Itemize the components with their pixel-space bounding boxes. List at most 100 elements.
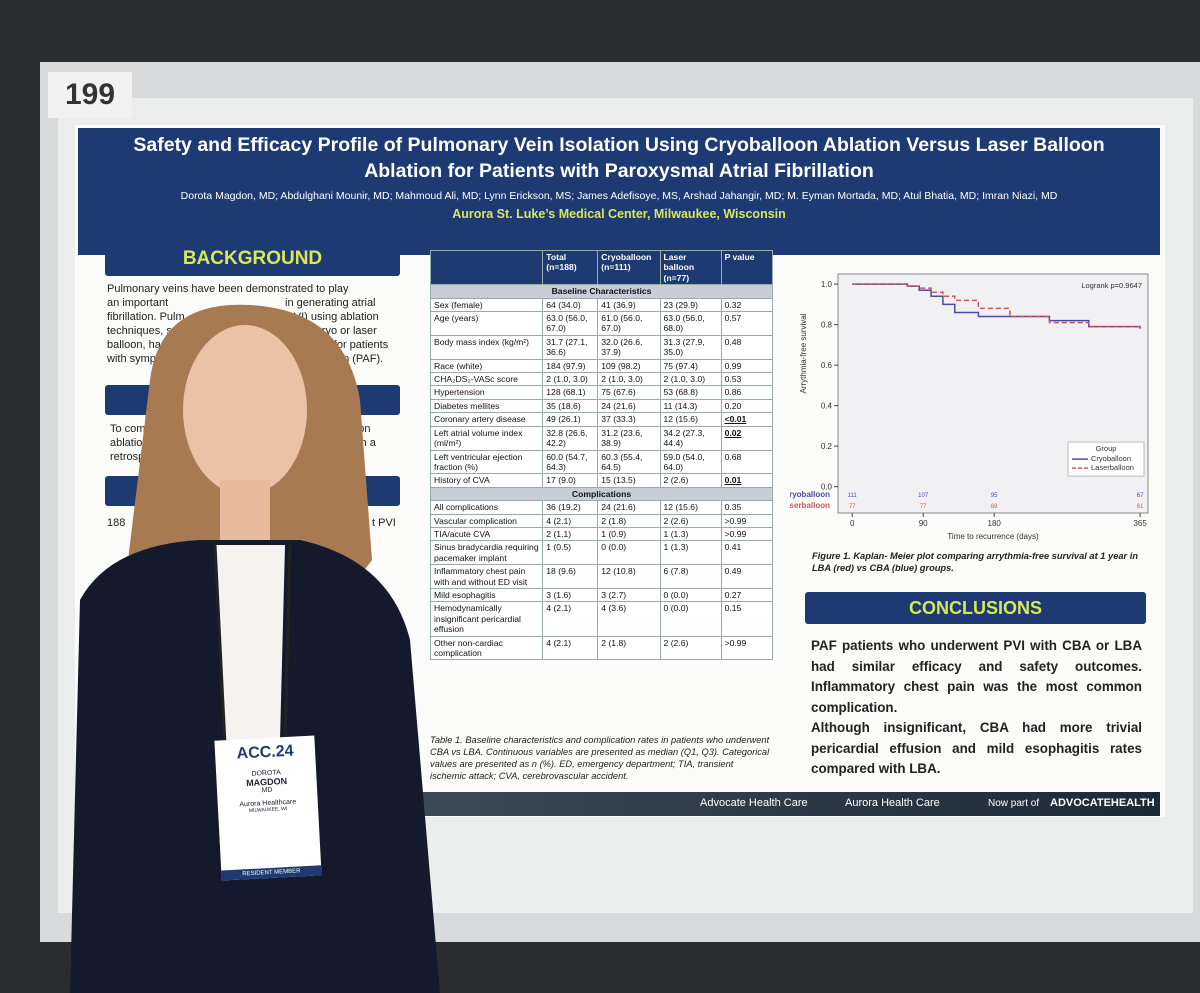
table-cell: 1 (1.3) xyxy=(659,540,722,566)
text-fragment: 188 xyxy=(107,517,126,529)
logo: Advocate Health Care xyxy=(700,797,808,809)
footer-note: Now part of xyxy=(988,798,1040,809)
table-cell: 12 (10.8) xyxy=(597,564,661,589)
face xyxy=(183,325,307,495)
table-cell: 34.2 (27.3, 44.4) xyxy=(659,425,722,451)
risk-count: 61 xyxy=(1137,504,1144,510)
risk-count: 95 xyxy=(991,493,998,499)
brand: ADVOCATEHEALTH xyxy=(1050,797,1155,809)
table-cell: Sex (female) xyxy=(429,297,544,313)
table-caption: Table 1. Baseline characteristics and co… xyxy=(430,735,770,781)
table-cell: 2 (1.8) xyxy=(597,513,661,528)
table-cell: 0.27 xyxy=(720,587,774,603)
risk-count: 77 xyxy=(920,504,927,510)
table-cell: 3 (1.6) xyxy=(542,587,599,603)
table-cell: 60.0 (54.7, 64.3) xyxy=(542,449,599,475)
results-table: Total (n=188) Cryoballoon (n=111) Laser ba… xyxy=(429,249,774,661)
table-cell: 4 (3.6) xyxy=(597,601,661,637)
affiliation: Aurora St. Luke’s Medical Center, Milwau… xyxy=(452,207,786,221)
conclusions-text: PAF patients who underwent PVI with CBA … xyxy=(811,636,1142,780)
table-cell: 61.0 (56.0, 67.0) xyxy=(597,311,661,336)
x-tick-label: 180 xyxy=(988,519,1002,528)
risk-label: Cryoballoon xyxy=(790,490,830,499)
table-cell: 2 (2.6) xyxy=(659,635,722,661)
risk-count: 111 xyxy=(848,493,858,499)
y-tick-label: 0.2 xyxy=(821,442,833,451)
table-row: Left atrial volume index (ml/m²) 32.8 (26… xyxy=(429,425,774,451)
text-fragment: Pulmonary veins have been demonstrated t… xyxy=(107,283,349,295)
table-cell: Inflammatory chest pain with and without… xyxy=(429,564,544,589)
risk-count: 107 xyxy=(918,493,929,499)
title-banner: Safety and Efficacy Profile of Pulmonary… xyxy=(78,128,1160,255)
x-tick-label: 90 xyxy=(919,519,928,528)
text-fragment: ablation xyxy=(110,437,149,449)
table-cell: Hemodynamically insignificant pericardia… xyxy=(429,601,544,637)
y-tick-label: 1.0 xyxy=(821,280,833,289)
table-cell: 4 (2.1) xyxy=(542,635,599,661)
text-fragment: techniques, s xyxy=(107,325,172,337)
section-row: Baseline Characteristics xyxy=(430,284,773,299)
table-row: Inflammatory chest pain with and without… xyxy=(429,564,774,589)
table-cell: Age (years) xyxy=(429,311,544,336)
paragraph: Although insignificant, CBA had more tri… xyxy=(811,720,1142,776)
x-axis-label: Time to recurrence (days) xyxy=(947,532,1039,541)
table-cell: 0 (0.0) xyxy=(659,587,722,603)
text-fragment: retrosp xyxy=(110,451,145,463)
lanyard xyxy=(283,544,292,746)
lanyard xyxy=(213,544,227,746)
paragraph: PAF patients who underwent PVI with CBA … xyxy=(811,638,1142,715)
table-cell: 37 (33.3) xyxy=(597,412,661,427)
table-cell: 49 (26.1) xyxy=(542,412,599,427)
table-cell: 2 (1.8) xyxy=(597,635,661,661)
y-tick-label: 0.0 xyxy=(821,483,833,492)
table-row: Mild esophagitis 3 (1.6) 3 (2.7) 0 (0.0) 0.2… xyxy=(429,587,774,603)
legend-title: Group xyxy=(1096,444,1117,453)
table-cell: <0.01 xyxy=(720,412,774,427)
background-heading: BACKGROUND xyxy=(105,242,400,276)
text-fragment: an important xyxy=(107,297,169,309)
km-chart: 0.0 0.2 0.4 0.6 0.8 1.0 0 90 180 365 Time to recur… xyxy=(790,273,1149,541)
table-cell: 41 (36.9) xyxy=(597,297,661,313)
table-cell: Left ventricular ejection fraction (%) xyxy=(429,449,544,475)
legend-label: Laserballoon xyxy=(1091,463,1134,472)
title-line: Ablation for Patients with Paroxysmal At… xyxy=(364,160,874,182)
table-row: Age (years) 63.0 (56.0, 67.0) 61.0 (56.0, … xyxy=(429,311,774,336)
table-cell: 0.57 xyxy=(720,311,774,336)
table-cell: Other non-cardiac complication xyxy=(429,635,544,661)
table-row: Hemodynamically insignificant pericardia… xyxy=(429,601,774,637)
badge-event: ACC.24 xyxy=(236,742,294,763)
survival-curve xyxy=(852,283,1141,329)
table-row: TIA/acute CVA 2 (1.1) 1 (0.9) 1 (1.3) >0.99 xyxy=(429,526,774,542)
column-header: Total (n=188) xyxy=(542,249,599,286)
y-axis-label: Arrythmia-free survival xyxy=(799,313,808,393)
table-cell: TIA/acute CVA xyxy=(429,526,544,542)
text-fragment: balloon, has xyxy=(107,339,167,351)
booth-number: 199 xyxy=(48,72,132,118)
text-fragment: with sympt xyxy=(107,353,159,365)
column-header: Laser balloon (n=77) xyxy=(659,249,722,286)
table-cell: >0.99 xyxy=(720,635,774,661)
table-row: Hypertension 128 (68.1) 75 (67.6) 53 (68.8)… xyxy=(429,385,774,400)
table-cell: 1 (0.5) xyxy=(542,540,599,566)
table-cell: 31.7 (27.1, 36.6) xyxy=(542,334,599,360)
footer-bar: Advocate Health Care Aurora Health Care … xyxy=(420,792,1160,816)
text-fragment: To com xyxy=(110,423,146,435)
table-cell: 3 (2.7) xyxy=(597,587,661,603)
section-title: Baseline Characteristics xyxy=(430,284,773,299)
table-cell: 32.0 (26.6, 37.9) xyxy=(597,334,661,360)
table-cell: 0.49 xyxy=(720,564,774,589)
risk-count: 69 xyxy=(991,504,998,510)
risk-count: 67 xyxy=(1137,493,1144,499)
table-row: Left ventricular ejection fraction (%) 60… xyxy=(429,449,774,475)
header-row: Total (n=188) Cryoballoon (n=111) Laser ba… xyxy=(429,249,774,286)
logo: Aurora Health Care xyxy=(845,797,940,809)
table-row: Body mass index (kg/m²) 31.7 (27.1, 36.6)… xyxy=(429,334,774,360)
annotation: Logrank p=0.9647 xyxy=(1081,281,1142,290)
y-tick-label: 0.8 xyxy=(821,321,833,330)
table-row: CHA₂DS₂-VASc score 2 (1.0, 3.0) 2 (1.0, 3.… xyxy=(429,372,774,387)
table-row: Sex (female) 64 (34.0) 41 (36.9) 23 (29.9) 0… xyxy=(429,297,774,313)
table-row: Other non-cardiac complication 4 (2.1) 2 (… xyxy=(429,635,774,661)
survival-curve xyxy=(852,283,1141,329)
text-fragment: t PVI xyxy=(372,517,396,529)
table-cell: 18 (9.6) xyxy=(542,564,599,589)
